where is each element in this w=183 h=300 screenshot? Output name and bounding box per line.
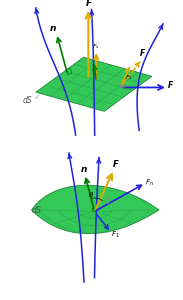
Text: F: F xyxy=(168,81,173,90)
Text: n: n xyxy=(80,165,87,174)
Text: F: F xyxy=(140,50,145,58)
Text: F: F xyxy=(86,0,92,8)
Text: $\theta$: $\theta$ xyxy=(89,190,95,199)
Text: $F_s$: $F_s$ xyxy=(92,42,99,51)
Text: F: F xyxy=(113,160,119,169)
Text: $F_1$: $F_1$ xyxy=(125,74,133,82)
Text: n: n xyxy=(50,24,57,33)
Text: $F_1$: $F_1$ xyxy=(111,230,120,240)
Polygon shape xyxy=(31,185,159,234)
Text: dS: dS xyxy=(31,206,41,215)
Text: dS: dS xyxy=(23,96,33,105)
Text: $F_n$: $F_n$ xyxy=(145,178,154,188)
Polygon shape xyxy=(36,57,152,111)
